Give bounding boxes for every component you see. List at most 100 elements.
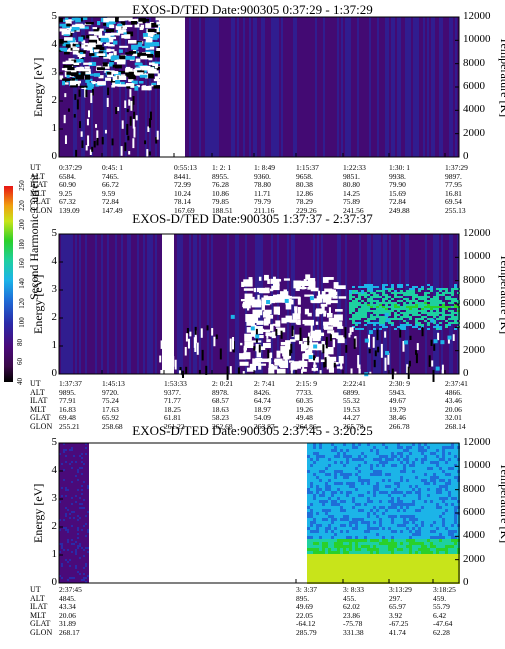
spectrogram-cell	[373, 328, 376, 330]
spectrogram-cell	[79, 567, 81, 569]
spectrogram-cell	[349, 554, 352, 557]
spectrogram-cell	[87, 535, 89, 537]
spectrogram-cell	[355, 503, 358, 506]
spectrogram-column	[291, 17, 293, 157]
spectrogram-cell	[418, 482, 421, 485]
spectrogram-cell	[87, 527, 89, 529]
spectrogram-cell	[376, 464, 379, 467]
spectrogram-column	[89, 234, 91, 374]
spectrogram-cell	[316, 506, 319, 509]
spectrogram-cell	[403, 320, 406, 322]
spectrogram-cell	[334, 551, 337, 554]
colorbar-tick-label: 80	[16, 338, 24, 346]
spectrogram-cell	[409, 542, 412, 545]
spectrogram-cell	[352, 314, 355, 316]
spectrogram-cell	[83, 551, 85, 553]
spectrogram-cell	[310, 470, 313, 473]
spectrogram-cell	[400, 318, 403, 320]
spectrogram-column	[79, 234, 81, 374]
spectrogram-cell	[63, 447, 65, 449]
spectrogram-cell	[358, 294, 361, 296]
spectrogram-cell	[93, 141, 96, 148]
spectrogram-cell	[451, 302, 454, 304]
spectrogram-cell	[79, 489, 81, 491]
spectrogram-cell	[87, 495, 89, 497]
spectrogram-cell	[65, 539, 67, 541]
spectrogram-cell	[128, 71, 134, 76]
spectrogram-cell	[406, 545, 409, 548]
spectrogram-cell	[260, 290, 270, 294]
spectrogram-cell	[415, 300, 418, 302]
spectrogram-cell	[307, 491, 310, 494]
spectrogram-cell	[346, 467, 349, 470]
spectrogram-cell	[406, 488, 409, 491]
spectrogram-cell	[424, 312, 427, 314]
spectrogram-cell	[255, 334, 260, 339]
spectrogram-cell	[77, 457, 79, 459]
spectrogram-cell	[79, 475, 81, 477]
spectrogram-cell	[394, 308, 397, 310]
spectrogram-cell	[343, 569, 346, 572]
panel-title: EXOS-D/TED Date:900305 0:37:29 - 1:37:29	[132, 2, 373, 17]
spectrogram-cell	[71, 467, 73, 469]
spectrogram-cell	[454, 284, 457, 286]
spectrogram-cell	[328, 488, 331, 491]
spectrogram-cell	[367, 491, 370, 494]
spectrogram-cell	[421, 479, 424, 482]
spectrogram-cell	[415, 575, 418, 578]
spectrogram-cell	[337, 515, 340, 518]
spectrogram-cell	[415, 476, 418, 479]
spectrogram-cell	[427, 515, 430, 518]
spectrogram-cell	[361, 500, 364, 503]
spectrogram-cell	[346, 524, 349, 527]
spectrogram-cell	[77, 473, 79, 475]
spectrogram-cell	[83, 457, 85, 459]
spectrogram-cell	[349, 533, 352, 536]
spectrogram-cell	[73, 549, 75, 551]
spectrogram-cell	[452, 334, 455, 341]
spectrogram-cell	[418, 554, 421, 557]
spectrogram-cell	[69, 45, 78, 50]
spectrogram-cell	[346, 503, 349, 506]
spectrogram-cell	[355, 560, 358, 563]
spectrogram-cell	[361, 542, 364, 545]
spectrogram-cell	[343, 500, 346, 503]
spectrogram-cell	[153, 35, 157, 40]
spectrogram-cell	[346, 473, 349, 476]
spectrogram-cell	[72, 50, 79, 55]
spectrogram-cell	[355, 554, 358, 557]
spectrogram-cell	[117, 27, 122, 30]
spectrogram-cell	[442, 288, 445, 290]
spectrogram-cell	[307, 312, 312, 317]
spectrogram-cell	[358, 536, 361, 539]
spectrogram-cell	[367, 294, 370, 296]
spectrogram-cell	[72, 47, 80, 51]
spectrogram-column	[59, 234, 61, 374]
spectrogram-cell	[397, 470, 400, 473]
spectrogram-cell	[412, 512, 415, 515]
spectrogram-cell	[277, 331, 283, 336]
spectrogram-cell	[412, 306, 415, 308]
spectrogram-cell	[346, 464, 349, 467]
spectrogram-cell	[322, 446, 325, 449]
spectrogram-cell	[307, 449, 310, 452]
spectrogram-column	[355, 17, 357, 157]
spectrogram-cell	[400, 551, 403, 554]
spectrogram-cell	[424, 294, 427, 296]
spectrogram-cell	[421, 554, 424, 557]
spectrogram-cell	[376, 563, 379, 566]
spectrogram-cell	[412, 506, 415, 509]
spectrogram-cell	[427, 464, 430, 467]
spectrogram-cell	[73, 471, 75, 473]
spectrogram-cell	[328, 512, 331, 515]
spectrogram-cell	[364, 476, 367, 479]
spectrogram-cell	[81, 449, 83, 451]
spectrogram-cell	[63, 555, 65, 557]
spectrogram-cell	[154, 52, 164, 58]
spectrogram-cell	[358, 485, 361, 488]
spectrogram-cell	[272, 372, 275, 383]
spectrogram-cell	[415, 530, 418, 533]
spectrogram-cell	[433, 308, 436, 310]
spectrogram-cell	[367, 479, 370, 482]
spectrogram-cell	[343, 449, 346, 452]
